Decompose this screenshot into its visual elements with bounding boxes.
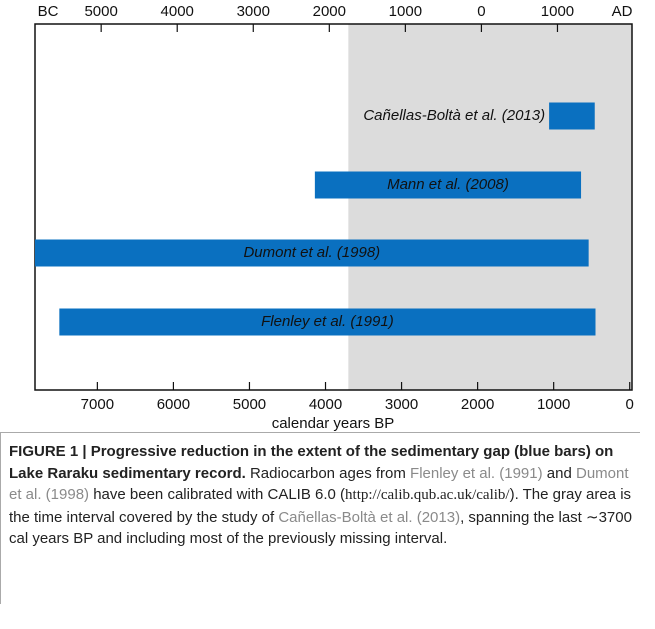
bar-label: Cañellas-Boltà et al. (2013) [363, 107, 545, 124]
x-tick-label: 1000 [537, 396, 570, 413]
caption-bold: FIGURE 1 | Progressive reduction in the … [9, 443, 614, 482]
caption-plain: and [542, 464, 576, 482]
x-axis-title: calendar years BP [272, 415, 395, 432]
x2-tick-label: 4000 [161, 3, 194, 20]
caption-link[interactable]: Cañellas-Boltà et al. (2013) [278, 508, 461, 526]
caption-plain: Radiocarbon ages from [245, 464, 411, 482]
x2-tick-label: 5000 [84, 3, 117, 20]
bar [35, 239, 589, 267]
x-tick-label: 6000 [157, 396, 190, 413]
x-tick-label: 2000 [461, 396, 494, 413]
bar-label: Dumont et al. (1998) [243, 244, 380, 261]
caption-url[interactable]: http://calib.qub.ac.uk/calib/ [345, 487, 510, 503]
caption: FIGURE 1 | Progressive reduction in the … [0, 432, 640, 604]
caption-plain: ). The gray area is the time interval co… [9, 486, 632, 526]
caption-link[interactable]: Dumont et al. (1998) [9, 464, 629, 504]
caption-plain: have been calibrated with CALIB 6.0 ( [89, 486, 346, 503]
bar [314, 171, 582, 199]
x2-left-label: BC [38, 3, 59, 20]
x2-right-label: AD [612, 3, 633, 20]
x-tick-label: 4000 [309, 396, 342, 413]
x2-tick-label: 3000 [237, 3, 270, 20]
x-tick-label: 3000 [385, 396, 418, 413]
caption-link[interactable]: Flenley et al. (1991) [410, 464, 543, 482]
x2-tick-label: 1000 [389, 3, 422, 20]
x-tick-label: 0 [626, 396, 634, 413]
x2-tick-label: 2000 [313, 3, 346, 20]
x-tick-label: 5000 [233, 396, 266, 413]
x-tick-label: 7000 [81, 396, 114, 413]
x2-tick-label: 1000 [541, 3, 574, 20]
bar [59, 308, 596, 336]
bar-label: Flenley et al. (1991) [261, 313, 394, 330]
bar [549, 102, 595, 130]
chart: calendar years BP BC AD 7000 6000 5000 4000… [34, 3, 634, 432]
plot-frame [34, 23, 633, 391]
x2-tick-label: 0 [477, 3, 485, 20]
caption-plain: , spanning the last ∼3700 cal years BP a… [9, 508, 632, 548]
bar-label: Mann et al. (2008) [387, 176, 509, 193]
